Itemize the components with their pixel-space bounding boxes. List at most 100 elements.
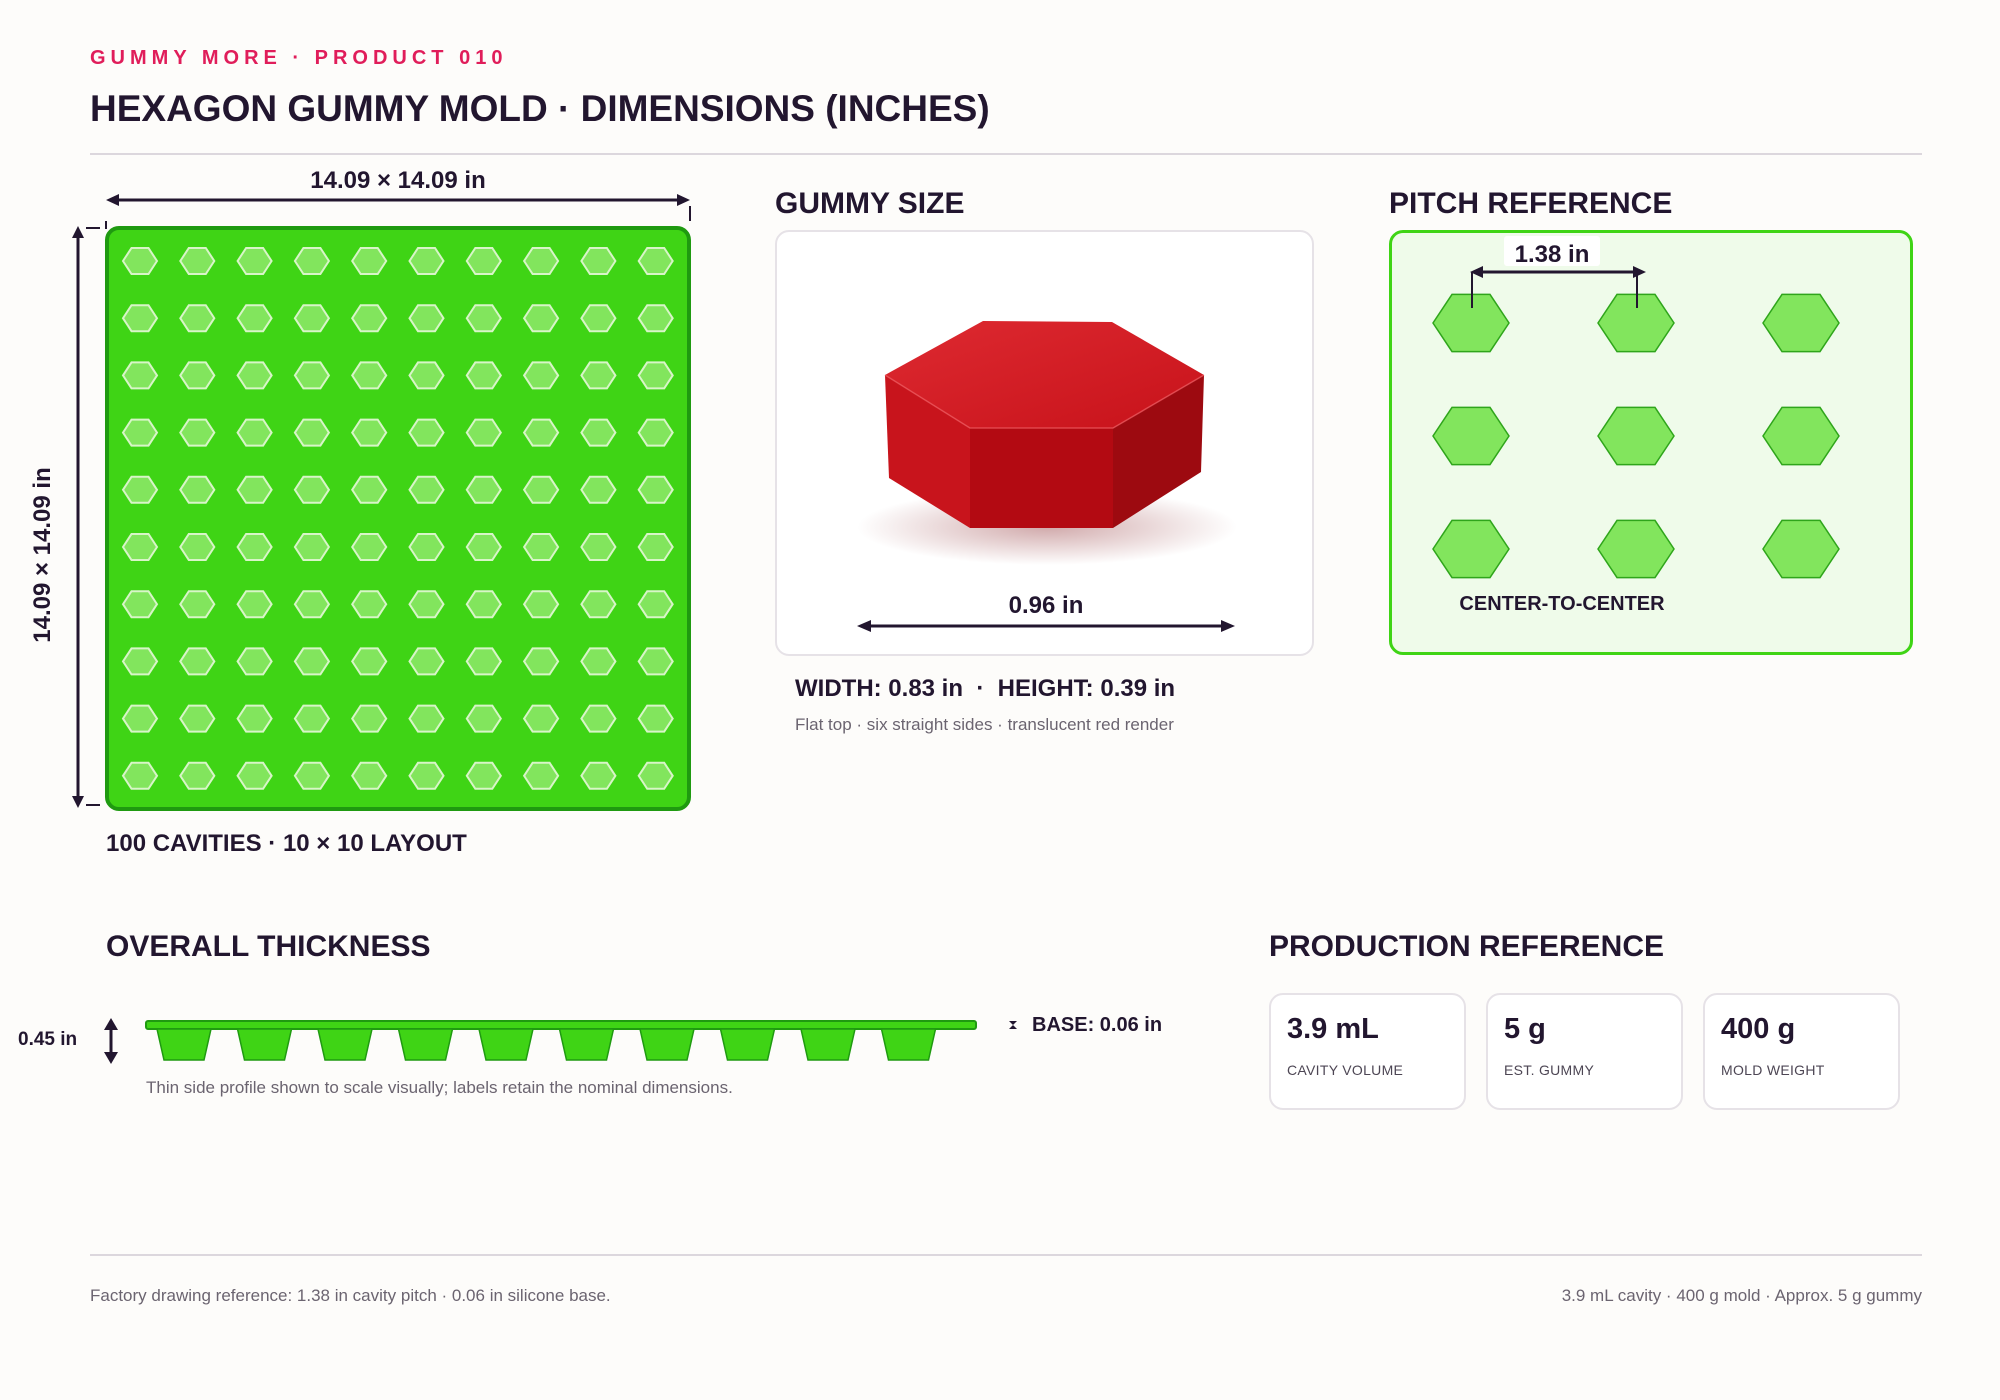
mold-cavity [351,590,388,619]
mold-height-label: 14.09 × 14.09 in [29,467,56,642]
mold-cavity [121,475,159,504]
mold-cavity [293,590,331,619]
thickness-arrow-bottom [104,1052,118,1064]
stat-label: MOLD WEIGHT [1721,1062,1825,1078]
profile-cavity [800,1028,856,1061]
mold-cavity [293,361,331,390]
profile-cavity [558,1028,615,1061]
page-title: HEXAGON GUMMY MOLD · DIMENSIONS (INCHES) [90,88,990,129]
mold-cavity [179,704,216,733]
mold-cavity [293,418,331,447]
mold-cavity [179,418,216,447]
mold-cavity [408,761,445,790]
mold-cavity [465,761,502,790]
pitch-hex [1597,293,1675,353]
mold-cavity [408,304,445,333]
profile-base [145,1020,977,1030]
mold-cavity [408,361,445,390]
pitch-caption: CENTER-TO-CENTER [1459,593,1665,615]
mold-cavity [637,475,674,504]
profile-cavity [156,1028,212,1061]
thickness-profile: 0.45 in BASE: 0.06 in [18,1014,1162,1064]
mold-cavity-grid [121,247,674,790]
mold-cavity [522,590,560,619]
mold-cavity [236,475,273,504]
mold-cavity [121,418,159,447]
mold-cavity [351,761,388,790]
gummy-card: 0.96 in [775,230,1314,656]
mold-cavity [465,704,502,733]
base-arrow-bottom [1009,1025,1017,1029]
mold-cavity [637,304,674,333]
mold-cavity [522,704,560,733]
mold-cavity [351,361,388,390]
stat-card-cavity-volume: 3.9 mL CAVITY VOLUME [1269,993,1466,1110]
mold-cavity [580,418,617,447]
mold-cavity [580,247,617,275]
mold-cavity [236,247,273,275]
mold-cavity [637,590,674,619]
gummy-dim-arrow-left [857,620,871,632]
stat-value: 3.9 mL [1287,1013,1379,1045]
mold-cavity [351,247,388,275]
mold-cavity [121,247,159,275]
mold-cavity [465,590,502,619]
mold-cavity [465,533,502,561]
mold-cavity [580,475,617,504]
production-reference-title: PRODUCTION REFERENCE [1269,930,1665,963]
profile-cavity [880,1028,937,1061]
gummy-front-face [970,428,1113,528]
mold-cavity [637,247,674,275]
mold-cavity [121,761,159,790]
mold-cavity [522,361,560,390]
stat-label: EST. GUMMY [1504,1062,1595,1078]
mold-cavity [351,418,388,447]
pitch-dim-arrow-left [1470,266,1483,278]
gummy-dimensions: WIDTH: 0.83 in · HEIGHT: 0.39 in [795,675,1176,702]
mold-cavity [121,361,159,390]
pitch-dim-arrow-right [1633,266,1646,278]
mold-cavity [179,761,216,790]
profile-cavity [397,1028,454,1061]
thickness-note: Thin side profile shown to scale visuall… [146,1078,733,1097]
gummy-dim-arrow-right [1221,620,1235,632]
gummy-right-face [1113,375,1204,528]
base-thickness-label: BASE: 0.06 in [1032,1014,1162,1036]
mold-cavity [637,361,674,390]
pitch-hex [1762,406,1840,466]
footer-left-note: Factory drawing reference: 1.38 in cavit… [90,1286,611,1305]
mold-cavity [637,533,674,561]
profile-cavity [317,1028,373,1061]
mold-cavity [580,304,617,333]
height-dim-arrow-top [72,226,84,238]
width-dim-arrow-right [677,194,690,206]
mold-cavity [351,704,388,733]
profile-cavity [639,1028,695,1061]
mold-cavity [236,304,273,333]
mold-cavity [351,475,388,504]
mold-cavity [351,304,388,333]
mold-width-label: 14.09 × 14.09 in [310,167,485,194]
profile-cavity [478,1028,534,1061]
mold-cavity [637,418,674,447]
height-dim-arrow-bottom [72,796,84,808]
mold-cavity [522,647,560,676]
mold-cavity [293,304,331,333]
mold-cavity [236,761,273,790]
mold-cavity [293,647,331,676]
stat-value: 5 g [1504,1013,1546,1045]
pitch-hex [1432,406,1510,466]
stat-value: 400 g [1721,1013,1796,1045]
mold-cavity [408,590,445,619]
mold-cavity [179,647,216,676]
mold-cavity [580,647,617,676]
base-arrow-top [1009,1021,1017,1025]
overall-thickness-title: OVERALL THICKNESS [106,930,431,963]
pitch-hex [1597,519,1675,579]
mold-cavity [408,475,445,504]
mold-cavity [293,761,331,790]
stat-label: CAVITY VOLUME [1287,1062,1404,1078]
mold-cavity [121,304,159,333]
mold-cavity [408,247,445,275]
mold-cavity [465,475,502,504]
